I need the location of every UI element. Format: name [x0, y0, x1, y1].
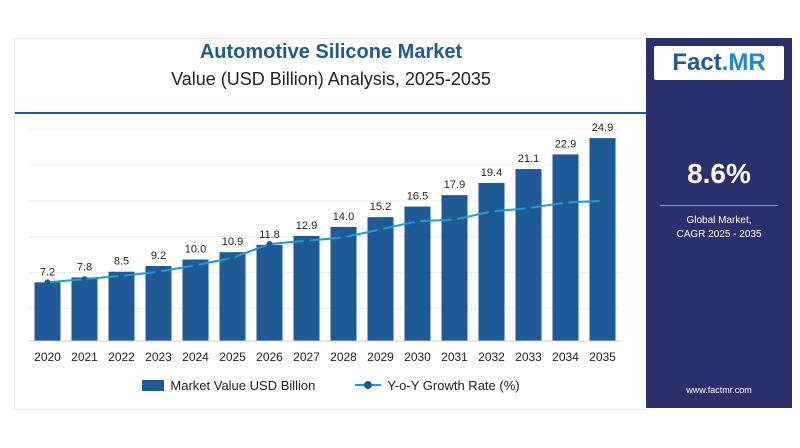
chart-title: Automotive Silicone Market: [199, 41, 463, 63]
growth-point-2024: [192, 262, 199, 269]
growth-point-2020: [44, 279, 51, 286]
cagr-value: 8.6%: [687, 158, 751, 189]
x-tick-2035: 2035: [589, 350, 616, 364]
x-tick-2031: 2031: [441, 350, 468, 364]
logo-accent: .MR: [721, 49, 766, 76]
x-tick-2033: 2033: [515, 350, 542, 364]
bar-label-2021: 7.8: [77, 261, 92, 273]
growth-point-2028: [340, 234, 347, 241]
growth-point-2025: [229, 254, 236, 261]
growth-point-2021: [81, 276, 88, 283]
growth-point-2031: [451, 216, 458, 223]
x-tick-2030: 2030: [404, 350, 431, 364]
bar-label-2034: 22.9: [555, 138, 576, 150]
factmr-logo: Fact.MR: [654, 46, 784, 80]
bar-label-2022: 8.5: [114, 256, 129, 268]
cagr-label-line1: Global Market,: [686, 215, 752, 226]
x-tick-2032: 2032: [478, 350, 505, 364]
bar-label-2033: 21.1: [518, 153, 539, 165]
bar-label-2030: 16.5: [407, 191, 428, 203]
bar-2025: [219, 252, 246, 341]
x-tick-2022: 2022: [108, 350, 135, 364]
bar-label-2026: 11.8: [259, 229, 280, 241]
bar-label-2023: 9.2: [151, 250, 166, 262]
growth-point-2023: [155, 268, 162, 275]
bar-label-2020: 7.2: [40, 266, 55, 278]
legend-line-swatch: [355, 380, 382, 390]
growth-point-2034: [562, 199, 569, 206]
growth-point-2027: [303, 237, 310, 244]
bar-2026: [256, 244, 283, 341]
chart-subtitle: Value (USD Billion) Analysis, 2025-2035: [171, 69, 491, 89]
x-tick-2028: 2028: [330, 350, 357, 364]
bar-2032: [478, 182, 505, 341]
logo-main: Fact: [672, 49, 722, 76]
chart-legend: Market Value USD Billion Y-o-Y Growth Ra…: [15, 375, 647, 395]
growth-point-2032: [488, 208, 495, 215]
bar-2027: [293, 235, 320, 341]
growth-line: [47, 199, 603, 284]
x-tick-2021: 2021: [71, 350, 98, 364]
x-tick-2027: 2027: [293, 350, 320, 364]
bar-label-2031: 17.9: [444, 179, 465, 191]
bar-2020: [34, 282, 61, 341]
bar-label-2032: 19.4: [481, 167, 502, 179]
cagr-divider: [660, 205, 778, 206]
bar-2022: [108, 271, 135, 341]
bar-label-2024: 10.0: [185, 244, 206, 256]
bar-label-2035: 24.9: [592, 122, 613, 134]
website-link[interactable]: www.factmr.com: [686, 385, 752, 395]
bar-2029: [367, 217, 394, 341]
x-tick-2020: 2020: [34, 350, 61, 364]
growth-point-2029: [377, 226, 384, 233]
bar-2034: [552, 154, 579, 341]
legend-item-bar: Market Value USD Billion: [142, 378, 315, 393]
bar-label-2027: 12.9: [296, 220, 317, 232]
x-tick-2024: 2024: [182, 350, 209, 364]
legend-bar-label: Market Value USD Billion: [170, 377, 316, 393]
cagr-label-line2: CAGR 2025 - 2035: [676, 229, 762, 240]
bar-2023: [145, 266, 172, 341]
chart-area: Automotive Silicone Market Value (USD Bi…: [14, 38, 647, 410]
legend-item-line: Y-o-Y Growth Rate (%): [355, 377, 520, 393]
growth-point-2033: [525, 205, 532, 212]
cagr-label: Global Market, CAGR 2025 - 2035: [646, 214, 792, 242]
x-tick-2023: 2023: [145, 350, 172, 364]
legend-bar-swatch: [142, 379, 165, 391]
growth-point-2030: [414, 218, 421, 225]
x-tick-2025: 2025: [219, 350, 246, 364]
bar-2028: [330, 226, 357, 341]
chart-plot: 7.2 2020 7.8 2021 8.5 2022 9.2 2023 10.0 2024 10.9…: [15, 112, 647, 364]
bar-label-2025: 10.9: [222, 236, 243, 248]
bar-2035: [589, 138, 616, 341]
x-tick-2034: 2034: [552, 350, 579, 364]
bar-2030: [404, 206, 431, 341]
bar-2021: [71, 277, 98, 341]
legend-line-label: Y-o-Y Growth Rate (%): [387, 377, 520, 393]
growth-point-2035: [599, 197, 606, 204]
bar-label-2028: 14.0: [333, 211, 354, 223]
bar-label-2029: 15.2: [370, 201, 391, 213]
side-panel: Fact.MR 8.6% Global Market, CAGR 2025 - …: [646, 38, 792, 408]
bar-2033: [515, 169, 542, 341]
bar-2024: [182, 259, 209, 341]
growth-point-2022: [118, 272, 125, 279]
growth-point-2026: [266, 241, 273, 248]
x-tick-2026: 2026: [256, 350, 283, 364]
x-tick-2029: 2029: [367, 350, 394, 364]
